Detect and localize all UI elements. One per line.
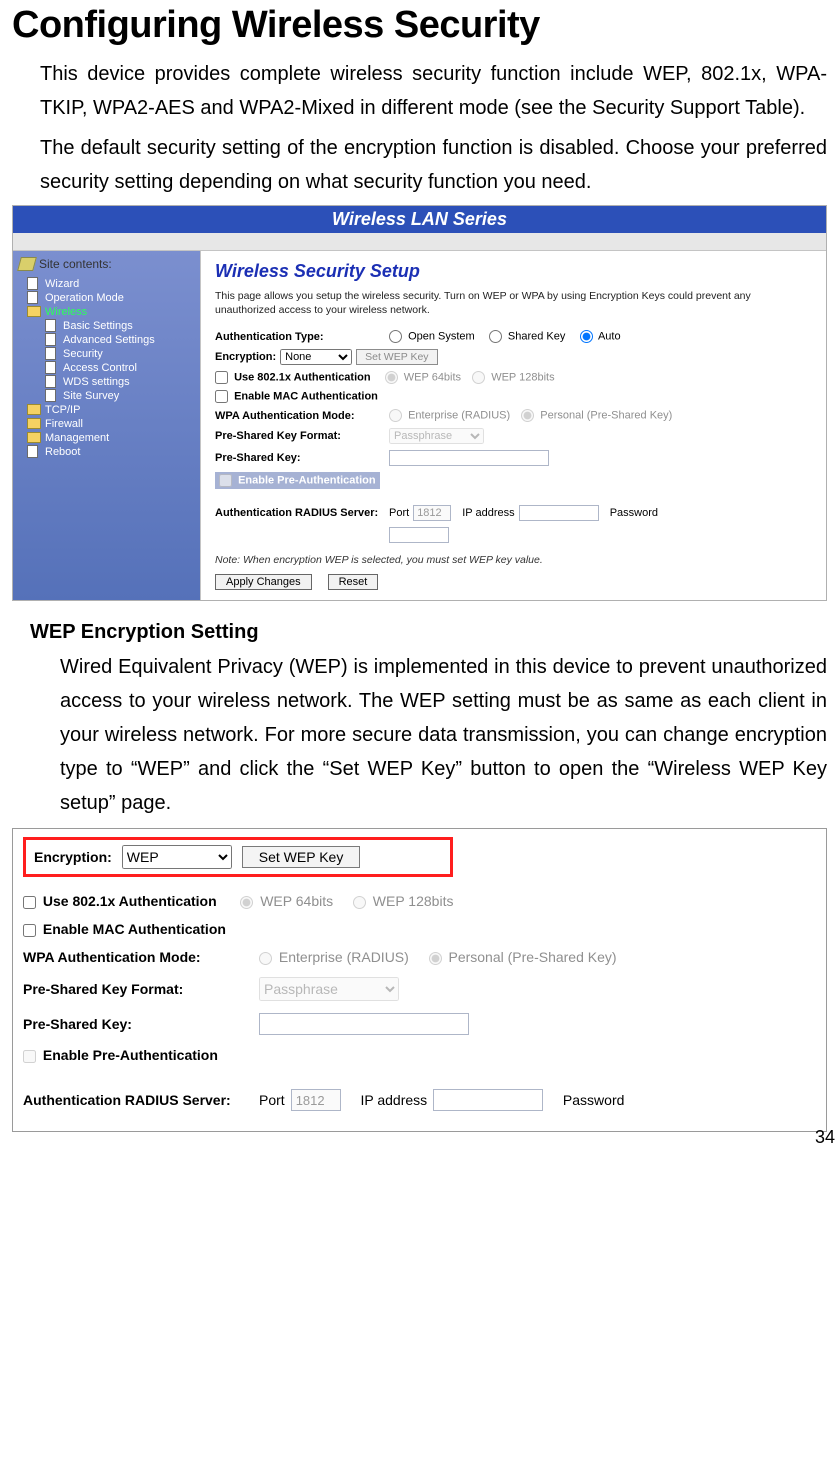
encryption-label-2: Encryption: [34,849,112,865]
radio-wep-64-2[interactable]: WEP 64bits [240,893,333,909]
encryption-select[interactable]: None [280,349,352,365]
password-label: Password [610,507,658,519]
psk-label-2: Pre-Shared Key: [23,1016,253,1032]
enterprise-text: Enterprise (RADIUS) [408,410,510,422]
wep-screenshot: Encryption: WEP Set WEP Key Use 802.1x A… [12,828,827,1132]
psk-format-select-2[interactable]: Passphrase [259,977,399,1001]
encryption-select-2[interactable]: WEP [122,845,232,869]
radio-auto[interactable]: Auto [580,330,621,343]
ip-label-2: IP address [360,1092,427,1108]
psk-format-label: Pre-Shared Key Format: [215,430,385,442]
sidebar-item-wizard[interactable]: Wizard [17,277,196,291]
radio-wep-64[interactable]: WEP 64bits [385,371,461,384]
wep-note: Note: When encryption WEP is selected, y… [215,554,812,566]
encryption-highlight-row: Encryption: WEP Set WEP Key [23,837,453,877]
enable-mac-text-2: Enable MAC Authentication [43,921,226,937]
router-banner: Wireless LAN Series [13,206,826,233]
radio-personal[interactable]: Personal (Pre-Shared Key) [521,409,672,422]
sidebar-item-advanced-settings[interactable]: Advanced Settings [17,333,196,347]
radio-enterprise[interactable]: Enterprise (RADIUS) [389,409,510,422]
page-title: Configuring Wireless Security [12,4,827,47]
radius-label: Authentication RADIUS Server: [215,507,385,519]
page-number: 34 [815,1127,835,1148]
setup-description: This page allows you setup the wireless … [215,290,812,317]
auth-type-label: Authentication Type: [215,331,385,343]
setup-title: Wireless Security Setup [215,261,812,282]
port-input[interactable] [413,505,451,521]
psk-format-select[interactable]: Passphrase [389,428,484,444]
sidebar-item-reboot[interactable]: Reboot [17,445,196,459]
checkbox-use-8021x-2[interactable]: Use 802.1x Authentication [23,893,217,909]
enable-preauth-text-2: Enable Pre-Authentication [43,1047,218,1063]
port-label-2: Port [259,1092,285,1108]
sidebar-item-operation-mode[interactable]: Operation Mode [17,291,196,305]
personal-text: Personal (Pre-Shared Key) [540,410,672,422]
use-8021x-text: Use 802.1x Authentication [234,372,371,384]
radius-label-2: Authentication RADIUS Server: [23,1092,253,1108]
auto-text: Auto [598,331,621,343]
apply-changes-button[interactable]: Apply Changes [215,574,312,590]
wpa-mode-label-2: WPA Authentication Mode: [23,949,253,965]
wep128-text: WEP 128bits [491,372,554,384]
sidebar-item-access-control[interactable]: Access Control [17,361,196,375]
encryption-label: Encryption: [215,351,276,363]
shared-key-text: Shared Key [508,331,565,343]
radio-wep-128-2[interactable]: WEP 128bits [353,893,454,909]
port-input-2[interactable] [291,1089,341,1111]
sidebar: Site contents: Wizard Operation Mode Wir… [13,251,201,600]
radius-password-input[interactable] [389,527,449,543]
sidebar-item-security[interactable]: Security [17,347,196,361]
checkbox-enable-preauth-2[interactable]: Enable Pre-Authentication [23,1047,218,1063]
sidebar-item-wireless[interactable]: Wireless [17,305,196,319]
psk-format-label-2: Pre-Shared Key Format: [23,981,253,997]
checkbox-enable-preauth[interactable]: Enable Pre-Authentication [215,472,380,489]
use-8021x-text-2: Use 802.1x Authentication [43,893,217,909]
ip-label: IP address [462,507,514,519]
radio-enterprise-2[interactable]: Enterprise (RADIUS) [259,949,409,965]
checkbox-enable-mac-2[interactable]: Enable MAC Authentication [23,921,226,937]
sidebar-item-tcpip[interactable]: TCP/IP [17,403,196,417]
wpa-mode-label: WPA Authentication Mode: [215,410,385,422]
router-screenshot: Wireless LAN Series Site contents: Wizar… [12,205,827,601]
sidebar-item-basic-settings[interactable]: Basic Settings [17,319,196,333]
enterprise-text-2: Enterprise (RADIUS) [279,949,409,965]
wep64-text-2: WEP 64bits [260,893,333,909]
sidebar-item-management[interactable]: Management [17,431,196,445]
radio-personal-2[interactable]: Personal (Pre-Shared Key) [429,949,617,965]
wep-encryption-heading: WEP Encryption Setting [30,621,827,644]
main-panel: Wireless Security Setup This page allows… [201,251,826,600]
enable-mac-text: Enable MAC Authentication [234,391,378,403]
wep-paragraph: Wired Equivalent Privacy (WEP) is implem… [12,650,827,820]
sidebar-item-site-survey[interactable]: Site Survey [17,389,196,403]
radio-shared-key[interactable]: Shared Key [489,330,566,343]
wep64-text: WEP 64bits [404,372,461,384]
checkbox-use-8021x[interactable]: Use 802.1x Authentication [215,371,371,384]
radio-open-system[interactable]: Open System [389,330,475,343]
wep128-text-2: WEP 128bits [373,893,454,909]
reset-button[interactable]: Reset [328,574,379,590]
checkbox-enable-mac[interactable]: Enable MAC Authentication [215,390,378,403]
set-wep-key-button[interactable]: Set WEP Key [356,349,437,365]
intro-paragraph-1: This device provides complete wireless s… [12,57,827,125]
sidebar-title: Site contents: [17,257,196,271]
port-label: Port [389,507,409,519]
ip-input-2[interactable] [433,1089,543,1111]
set-wep-key-button-2[interactable]: Set WEP Key [242,846,361,868]
open-system-text: Open System [408,331,475,343]
password-label-2: Password [563,1092,624,1108]
psk-input[interactable] [389,450,549,466]
radio-wep-128[interactable]: WEP 128bits [472,371,554,384]
psk-input-2[interactable] [259,1013,469,1035]
enable-preauth-text: Enable Pre-Authentication [238,475,376,487]
psk-label: Pre-Shared Key: [215,452,385,464]
router-sub-banner [13,233,826,251]
sidebar-item-firewall[interactable]: Firewall [17,417,196,431]
sidebar-item-wds-settings[interactable]: WDS settings [17,375,196,389]
personal-text-2: Personal (Pre-Shared Key) [448,949,616,965]
ip-input[interactable] [519,505,599,521]
intro-paragraph-2: The default security setting of the encr… [12,131,827,199]
